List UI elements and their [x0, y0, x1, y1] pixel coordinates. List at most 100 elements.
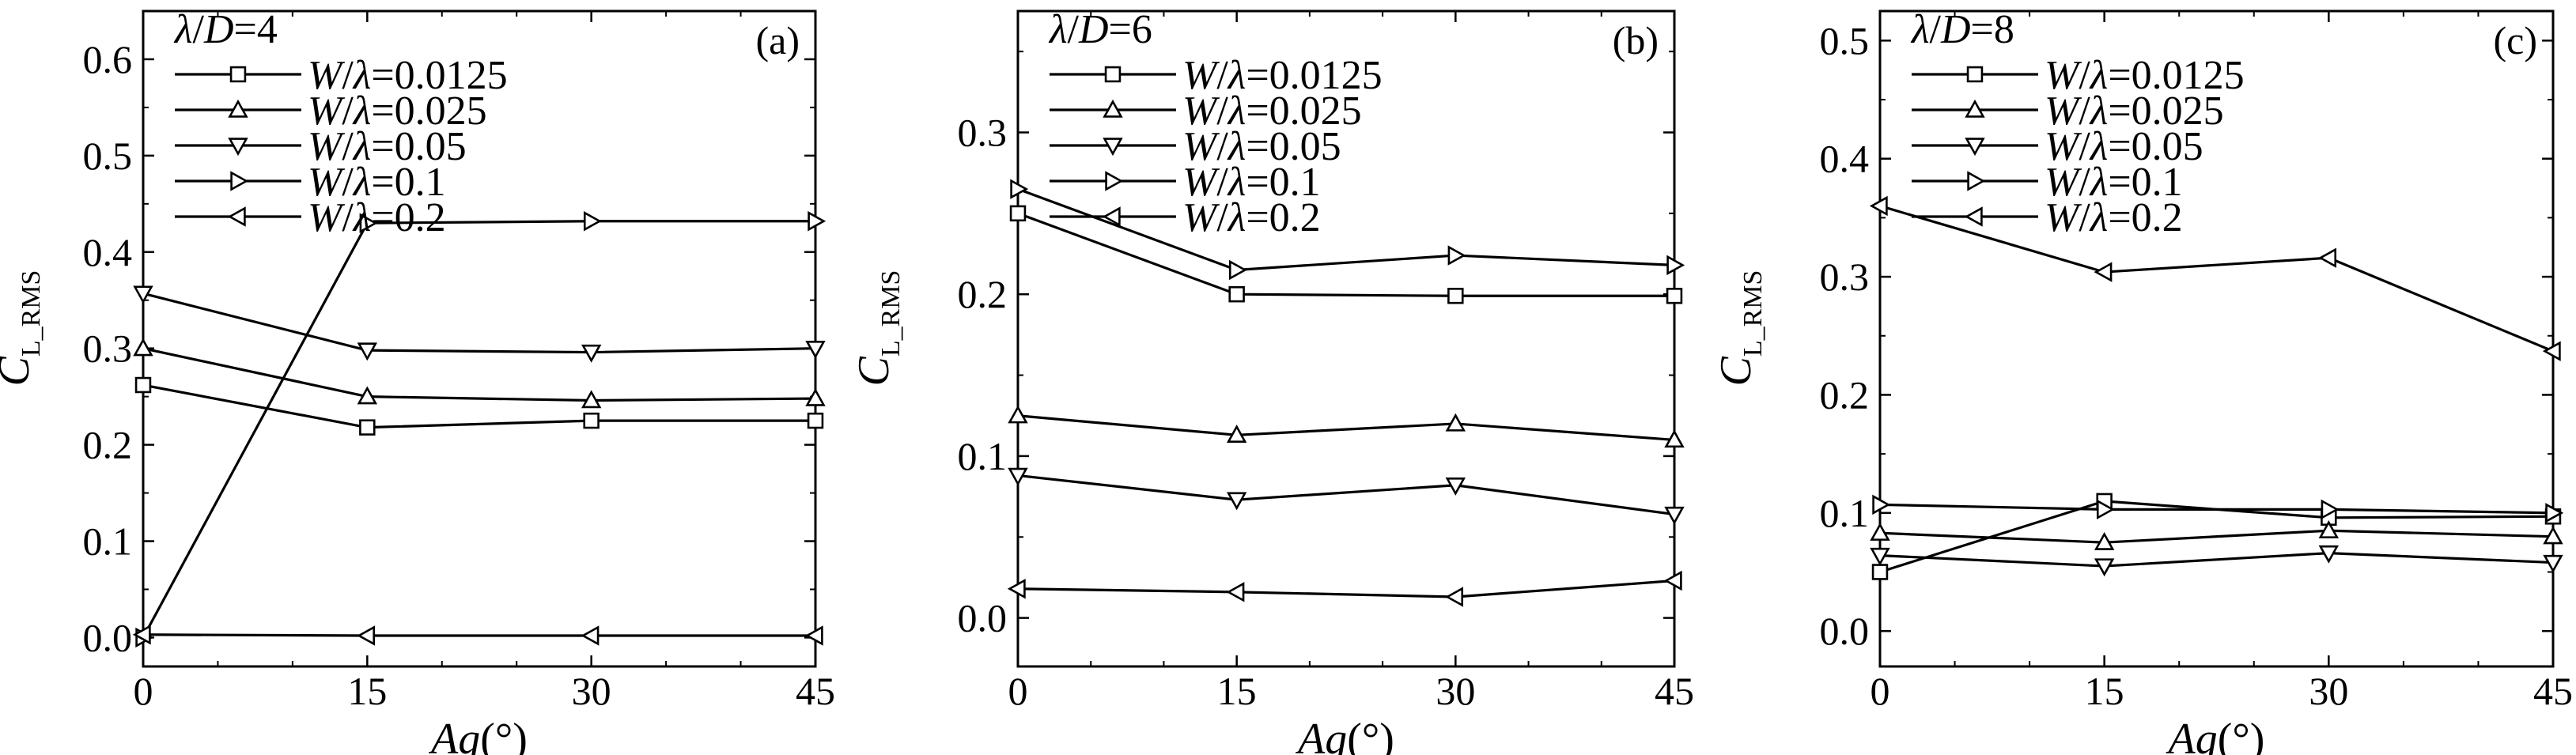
data-point — [132, 625, 151, 645]
x-tick-label: 0 — [1871, 669, 1890, 713]
data-point — [807, 412, 824, 429]
x-axis-title-unit: (°) — [1347, 715, 1394, 755]
legend-label: W/λ=0.2 — [308, 195, 446, 240]
data-point — [1447, 288, 1464, 304]
legend-marker — [1965, 138, 1985, 157]
y-axis-title: CL_RMS — [0, 270, 46, 387]
panel-label: (c) — [2494, 18, 2538, 62]
data-point — [1870, 523, 1890, 541]
legend-marker — [230, 171, 249, 191]
legend-marker — [229, 66, 247, 83]
legend-label: W/λ=0.2 — [2045, 195, 2183, 240]
series-line — [1879, 204, 2554, 353]
y-axis-title-subscript: L_RMS — [17, 270, 46, 357]
legend-marker — [1967, 171, 1986, 191]
y-tick-label: 0.3 — [83, 327, 133, 371]
series-w-0-025 — [1870, 520, 2563, 550]
data-point — [133, 338, 153, 357]
series-w-0-0125 — [134, 376, 824, 436]
series-w-0-025 — [133, 338, 826, 409]
series-line — [1879, 529, 2554, 544]
data-point — [1447, 245, 1466, 266]
legend-label: W/λ=0.05 — [2045, 124, 2203, 169]
legend-title: λ/D=8 — [1910, 7, 2014, 52]
data-point — [1010, 179, 1029, 199]
series-w-0-1 — [135, 211, 827, 648]
data-point — [2094, 558, 2115, 577]
data-point — [2542, 341, 2561, 361]
x-tick-label: 30 — [1436, 669, 1475, 713]
x-tick-label: 45 — [1655, 669, 1694, 713]
data-point — [1445, 413, 1466, 432]
x-axis-title-main: Ag — [2166, 715, 2218, 755]
chart-panel-2: 0 15 30 45 0.0 0.1 0.2 0.3 Ag(°) CL_RMS (b) λ/D=6 W/… — [849, 7, 1694, 755]
x-tick-label: 0 — [1008, 669, 1028, 713]
data-point — [805, 340, 826, 359]
data-point — [804, 625, 823, 646]
series-line — [1017, 414, 1675, 442]
legend-label: W/λ=0.05 — [308, 124, 467, 169]
y-axis-title-main: C — [1712, 357, 1761, 387]
plot-frame — [1016, 9, 1676, 668]
x-axis-title-main: Ag — [428, 715, 480, 755]
legend-title: λ/D=6 — [1048, 7, 1152, 52]
y-tick-label: 0.0 — [958, 596, 1008, 640]
y-tick-label: 0.3 — [958, 111, 1008, 155]
series-line — [142, 383, 815, 429]
series-line — [1017, 212, 1674, 297]
data-point — [1009, 205, 1027, 222]
data-point — [808, 211, 827, 232]
data-point — [2543, 526, 2563, 545]
data-point — [1007, 579, 1026, 599]
legend-marker — [228, 138, 248, 157]
x-axis-title-unit: (°) — [480, 715, 528, 755]
x-axis-title: Ag(°) — [1295, 715, 1394, 755]
data-point — [2543, 554, 2563, 573]
legend-marker — [228, 99, 248, 118]
y-tick-label: 0.4 — [83, 230, 133, 274]
series-w-0-1 — [1872, 494, 2564, 523]
legend-label: W/λ=0.1 — [308, 160, 446, 205]
data-point — [1664, 429, 1685, 448]
series-w-0-0125 — [1009, 205, 1683, 304]
x-axis-title-unit: (°) — [2218, 715, 2265, 755]
series-line — [1017, 187, 1675, 272]
data-point — [2318, 545, 2340, 564]
data-point — [1226, 425, 1247, 443]
y-axis-title: CL_RMS — [849, 270, 906, 387]
legend-marker — [1103, 138, 1123, 157]
data-point — [583, 412, 600, 429]
data-point — [357, 342, 378, 361]
chart-panel-1: 0 15 30 45 0.0 0.1 0.2 0.3 0.4 0.5 0.6 Ag(°) CL_RMS (… — [0, 7, 835, 755]
y-tick-label: 0.1 — [83, 519, 133, 564]
series-line — [1017, 579, 1675, 598]
series-line — [1879, 503, 2554, 515]
x-tick-label: 15 — [2085, 669, 2124, 713]
series-line — [142, 347, 816, 402]
x-tick-label: 30 — [2309, 669, 2348, 713]
y-axis-title-subscript: L_RMS — [1738, 270, 1768, 357]
data-point — [2096, 499, 2115, 520]
legend-label: W/λ=0.1 — [1182, 160, 1321, 205]
x-axis-title: Ag(°) — [428, 715, 528, 755]
series-w-0-2 — [1869, 195, 2561, 361]
x-axis-title-main: Ag — [1295, 715, 1347, 755]
data-point — [1869, 195, 1888, 217]
y-tick-label: 0.1 — [1820, 491, 1870, 535]
data-point — [1870, 547, 1890, 566]
y-axis-title-main: C — [849, 357, 898, 387]
data-point — [2321, 499, 2340, 520]
data-point — [359, 419, 376, 436]
data-point — [581, 390, 602, 409]
series-w-0-2 — [1007, 570, 1682, 607]
legend-title: λ/D=4 — [173, 7, 278, 52]
y-tick-label: 0.5 — [83, 134, 133, 178]
panel-label: (b) — [1613, 18, 1659, 62]
series-line — [1017, 474, 1675, 516]
legend-label: W/λ=0.1 — [2045, 160, 2183, 205]
data-point — [1664, 506, 1685, 525]
y-axis-title: CL_RMS — [1712, 270, 1768, 387]
series-w-0-05 — [1870, 545, 2563, 577]
x-tick-label: 45 — [2533, 669, 2573, 713]
data-point — [1228, 259, 1247, 281]
